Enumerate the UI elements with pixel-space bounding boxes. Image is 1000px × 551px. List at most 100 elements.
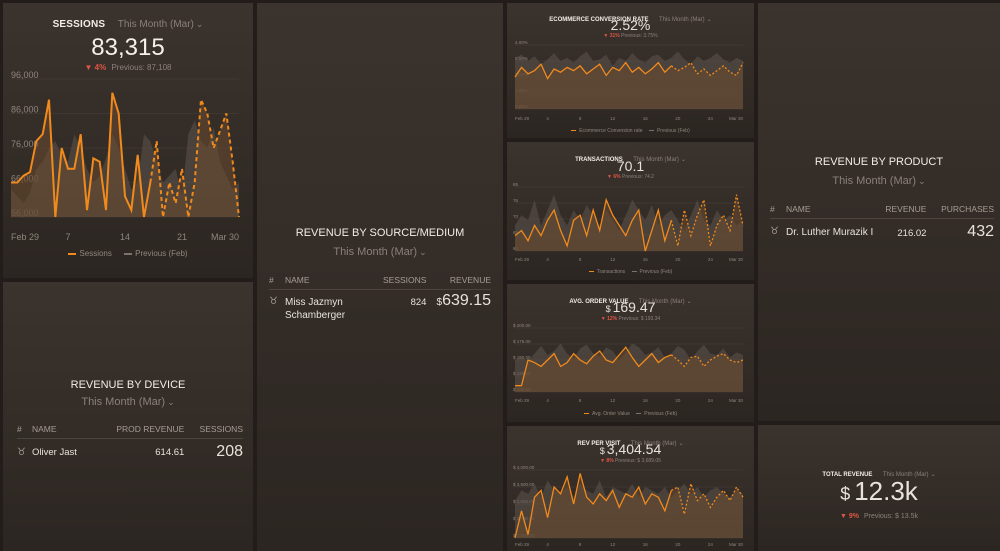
row-purchases: 432: [967, 222, 994, 240]
y-tick-label: 96,000: [11, 70, 39, 80]
col-header: Sessions: [383, 274, 427, 285]
col-header: #: [770, 203, 775, 214]
x-tick-label: 20: [675, 542, 681, 547]
currency-symbol: $: [599, 446, 605, 456]
conversion-rate-widget: Ecommerce Conversion Rate This Month (Ma…: [507, 3, 754, 138]
series-line: [514, 197, 672, 252]
x-tick-label: 20: [675, 398, 681, 403]
period-selector[interactable]: This Month (Mar) ⌄: [638, 299, 692, 305]
widget-title: Sessions: [52, 19, 106, 30]
x-tick-label: 24: [708, 542, 714, 547]
legend-current[interactable]: Transactions: [588, 269, 625, 275]
period-selector[interactable]: This Month (Mar) ⌄: [333, 246, 427, 258]
legend-previous[interactable]: Previous (Feb): [636, 411, 677, 417]
y-tick-label: $ 175.00: [513, 339, 531, 344]
col-header: #: [17, 423, 22, 434]
down-arrow-icon: ▼: [607, 174, 612, 180]
rev-per-visit-chart: $ 4,000.00$ 3,500.00$ 3,000.00$ 2,500.00…: [513, 465, 744, 547]
currency-symbol: $: [605, 304, 611, 314]
down-arrow-icon: ▼: [839, 513, 847, 520]
widget-title: Transactions: [575, 157, 623, 163]
medal-icon: ♉: [269, 295, 278, 307]
table-row[interactable]: ♉ Miss Jazmyn Schamberger 824 $639.15: [269, 289, 491, 322]
x-tick-label: Mar 30: [211, 232, 239, 242]
row-revenue: 639.15: [442, 291, 491, 309]
row-revenue: 216.02: [897, 227, 927, 239]
series-line: [514, 61, 672, 80]
widget-title: Total Revenue: [822, 472, 873, 478]
table-row[interactable]: ♉ Oliver Jast 614.61 208: [17, 438, 243, 466]
x-tick-label: 24: [708, 257, 714, 262]
legend-previous[interactable]: Previous (Feb): [124, 249, 188, 258]
period-selector[interactable]: This Month (Mar) ⌄: [658, 17, 712, 23]
legend-previous[interactable]: Previous (Feb): [631, 269, 672, 275]
x-tick-label: Feb 29: [11, 232, 39, 242]
legend-current[interactable]: Ecommerce Conversion rate: [571, 128, 643, 134]
x-tick-label: 4: [546, 257, 549, 262]
revenue-by-product-widget: Revenue by Product This Month (Mar) ⌄ # N…: [758, 3, 1000, 421]
rev-per-visit-widget: Rev per Visit This Month (Mar) ⌄ $3,404.5…: [507, 426, 754, 551]
previous-value: Previous: 3.75%: [621, 33, 658, 39]
down-arrow-icon: ▼: [603, 33, 609, 39]
y-tick-label: 76,000: [11, 139, 39, 149]
x-tick-label: Feb 29: [515, 257, 530, 262]
chevron-down-icon: ⌄: [918, 176, 926, 186]
previous-value: Previous: $ 193.34: [618, 316, 661, 322]
change-percent: 9%: [848, 513, 859, 520]
y-tick-label: 76: [513, 198, 519, 203]
down-arrow-icon: ▼: [84, 63, 93, 72]
col-header: Sessions: [199, 423, 243, 434]
period-selector[interactable]: This Month (Mar) ⌄: [81, 396, 175, 408]
y-tick-label: $ 200.00: [513, 323, 531, 328]
previous-value: Previous: 74.2: [622, 174, 654, 180]
legend-current[interactable]: Avg. Order Value: [583, 411, 630, 417]
previous-value: Previous: $ 3,689.05: [615, 458, 661, 464]
aov-chart: $ 200.00$ 175.00$ 150.00$ 125.00$ 100.00…: [513, 323, 743, 403]
widget-title: Rev per Visit: [577, 441, 621, 447]
avg-order-value-widget: Avg. Order Value This Month (Mar) ⌄ $169.…: [507, 284, 754, 422]
period-selector[interactable]: This Month (Mar) ⌄: [117, 19, 204, 30]
series-area: [515, 194, 743, 251]
widget-title: Avg. Order Value: [569, 299, 629, 305]
widget-title: Revenue by Device: [70, 379, 186, 391]
change-percent: 31%: [609, 33, 620, 39]
x-tick-label: 8: [579, 398, 582, 403]
row-revenue: 614.61: [155, 446, 185, 458]
col-header: Name: [32, 423, 57, 434]
x-tick-label: 12: [610, 257, 616, 262]
legend-current[interactable]: Sessions: [68, 249, 112, 258]
kpi-value: 2.52%: [610, 17, 651, 33]
period-selector[interactable]: This Month (Mar) ⌄: [882, 472, 936, 478]
series-line-projected: [671, 481, 744, 515]
period-selector[interactable]: This Month (Mar) ⌄: [633, 157, 686, 163]
period-selector[interactable]: This Month (Mar) ⌄: [832, 175, 926, 187]
col-header: Name: [786, 203, 811, 214]
y-tick-label: $ 3,500.00: [513, 482, 535, 487]
x-tick-label: 7: [65, 232, 70, 242]
revenue-by-device-widget: Revenue by Device This Month (Mar) ⌄ # Na…: [3, 282, 253, 551]
widget-title: Revenue by Product: [814, 156, 944, 168]
series-line: [11, 92, 152, 218]
down-arrow-icon: ▼: [600, 458, 606, 464]
x-tick-label: 8: [579, 116, 582, 121]
device-table: # Name Prod Revenue Sessions ♉ Oliver Ja…: [17, 420, 243, 466]
x-tick-label: 24: [708, 398, 714, 403]
transactions-widget: Transactions This Month (Mar) ⌄ 70.1 ▼ 6%…: [507, 142, 754, 280]
x-tick-label: 12: [610, 398, 616, 403]
col-header: Purchases: [941, 203, 994, 214]
legend-previous[interactable]: Previous (Feb): [648, 128, 690, 134]
change-percent: 8%: [606, 458, 614, 464]
x-tick-label: 16: [643, 116, 649, 121]
period-selector[interactable]: This Month (Mar) ⌄: [630, 441, 684, 447]
col-header: Prod Revenue: [116, 423, 185, 434]
x-tick-label: 20: [675, 116, 681, 121]
change-percent: 6%: [613, 174, 621, 180]
x-tick-label: 16: [643, 542, 649, 547]
x-tick-label: 21: [177, 232, 187, 242]
chevron-down-icon: ⌄: [167, 397, 175, 407]
x-tick-label: 14: [120, 232, 130, 242]
table-row[interactable]: ♉ Dr. Luther Murazik I 216.02 432: [770, 218, 994, 241]
y-tick-label: 4.00%: [515, 40, 528, 45]
col-header: #: [269, 274, 274, 285]
